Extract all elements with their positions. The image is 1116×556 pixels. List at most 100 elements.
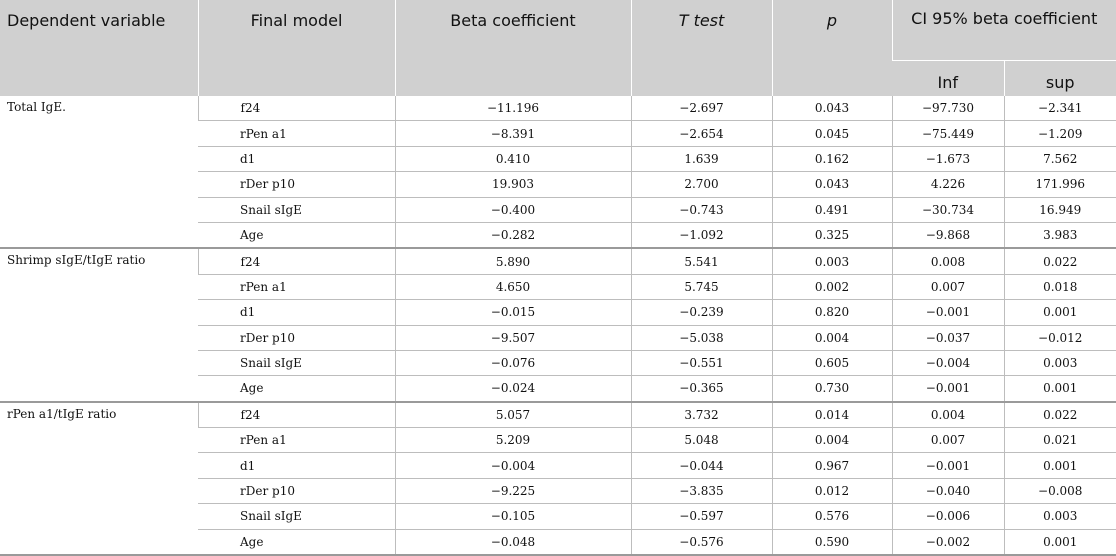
table-row: d1 −0.015 −0.239 0.820 −0.001 0.001 <box>0 299 1116 326</box>
cell-t-test: 1.639 <box>630 146 772 173</box>
cell-p: 0.003 <box>771 248 892 275</box>
cell-ci-inf: −9.868 <box>891 222 1004 250</box>
header-inf: Inf <box>892 59 1004 96</box>
table-row: Snail sIgE −0.105 −0.597 0.576 −0.006 0.003 <box>0 503 1116 530</box>
cell-beta: −0.048 <box>394 529 631 556</box>
cell-final-model: f24 <box>197 248 395 275</box>
cell-ci-inf: −1.673 <box>891 146 1004 173</box>
cell-p: 0.491 <box>771 197 892 223</box>
table-row: rDer p10 −9.507 −5.038 0.004 −0.037 −0.012 <box>0 325 1116 351</box>
cell-ci-inf: 0.008 <box>891 248 1004 275</box>
table-row: rPen a1 −8.391 −2.654 0.045 −75.449 −1.209 <box>0 120 1116 147</box>
cell-beta: 0.410 <box>394 146 631 173</box>
cell-final-model: Snail sIgE <box>198 197 395 223</box>
cell-final-model: f24 <box>197 96 395 122</box>
cell-ci-sup: 0.001 <box>1003 529 1116 556</box>
cell-ci-inf: −75.449 <box>891 120 1004 147</box>
header-t-test: T test <box>630 0 772 96</box>
cell-ci-inf: −0.037 <box>891 325 1004 351</box>
table-row: Total IgE. f24 −11.196 −2.697 0.043 −97.730 −2… <box>0 96 1116 250</box>
cell-t-test: −1.092 <box>630 222 772 250</box>
cell-t-test: −0.576 <box>630 529 772 556</box>
cell-beta: 19.903 <box>394 171 631 198</box>
cell-ci-inf: 0.007 <box>891 427 1004 454</box>
cell-final-model: f24 <box>197 401 395 429</box>
cell-p: 0.045 <box>771 120 892 147</box>
cell-ci-sup: 0.018 <box>1003 274 1116 301</box>
cell-beta: −0.076 <box>394 350 631 377</box>
cell-final-model: rDer p10 <box>198 325 395 351</box>
table-row: d1 0.410 1.639 0.162 −1.673 7.562 <box>0 146 1116 173</box>
cell-beta: −0.400 <box>394 197 631 223</box>
cell-ci-inf: −0.001 <box>891 299 1004 326</box>
cell-ci-sup: 0.003 <box>1003 350 1116 377</box>
cell-t-test: 5.541 <box>630 248 772 275</box>
cell-p: 0.967 <box>771 452 892 479</box>
cell-ci-sup: 0.001 <box>1003 452 1116 479</box>
cell-beta: 5.057 <box>394 401 631 429</box>
cell-ci-sup: 0.022 <box>1003 401 1116 429</box>
cell-p: 0.043 <box>771 96 892 122</box>
cell-t-test: −2.697 <box>630 96 772 122</box>
cell-beta: −0.024 <box>394 375 631 403</box>
table-row: d1 −0.004 −0.044 0.967 −0.001 0.001 <box>0 452 1116 479</box>
cell-beta: −9.507 <box>394 325 631 351</box>
table-row: Age −0.282 −1.092 0.325 −9.868 3.983 <box>0 222 1116 250</box>
cell-ci-sup: 7.562 <box>1003 146 1116 173</box>
cell-ci-inf: −0.001 <box>891 452 1004 479</box>
cell-ci-inf: −0.001 <box>891 375 1004 403</box>
cell-ci-inf: −0.002 <box>891 529 1004 556</box>
cell-t-test: 3.732 <box>630 401 772 429</box>
cell-p: 0.004 <box>771 427 892 454</box>
cell-t-test: 5.745 <box>630 274 772 301</box>
table-row: Snail sIgE −0.400 −0.743 0.491 −30.734 16.949 <box>0 197 1116 223</box>
cell-t-test: −5.038 <box>630 325 772 351</box>
cell-beta: −11.196 <box>394 96 631 122</box>
cell-ci-sup: −0.008 <box>1003 478 1116 505</box>
cell-ci-sup: 3.983 <box>1003 222 1116 250</box>
cell-t-test: −0.743 <box>630 197 772 223</box>
cell-ci-sup: 0.021 <box>1003 427 1116 454</box>
table-row: rDer p10 19.903 2.700 0.043 4.226 171.996 <box>0 171 1116 198</box>
cell-p: 0.014 <box>771 401 892 429</box>
cell-ci-sup: 0.003 <box>1003 503 1116 530</box>
cell-final-model: rPen a1 <box>198 120 395 147</box>
table-row: Snail sIgE −0.076 −0.551 0.605 −0.004 0.003 <box>0 350 1116 377</box>
cell-final-model: Snail sIgE <box>198 503 395 530</box>
table-row: rPen a1 4.650 5.745 0.002 0.007 0.018 <box>0 274 1116 301</box>
cell-ci-inf: −0.004 <box>891 350 1004 377</box>
cell-ci-sup: 171.996 <box>1003 171 1116 198</box>
cell-p: 0.325 <box>771 222 892 250</box>
cell-ci-sup: −1.209 <box>1003 120 1116 147</box>
cell-final-model: d1 <box>198 299 395 326</box>
cell-t-test: −2.654 <box>630 120 772 147</box>
cell-ci-inf: 4.226 <box>891 171 1004 198</box>
header-sup: sup <box>1003 59 1116 96</box>
cell-ci-sup: 0.001 <box>1003 299 1116 326</box>
cell-dependent-variable: Total IgE. <box>0 96 198 250</box>
cell-ci-inf: 0.007 <box>891 274 1004 301</box>
header-dependent-variable: Dependent variable <box>0 0 198 96</box>
cell-final-model: rDer p10 <box>198 478 395 505</box>
cell-p: 0.820 <box>771 299 892 326</box>
cell-final-model: Age <box>198 375 395 403</box>
table-row: rPen a1 5.209 5.048 0.004 0.007 0.021 <box>0 427 1116 454</box>
cell-p: 0.004 <box>771 325 892 351</box>
cell-final-model: rPen a1 <box>198 274 395 301</box>
cell-t-test: −0.239 <box>630 299 772 326</box>
table-row: rPen a1/tIgE ratio f24 5.057 3.732 0.014 0.00… <box>0 401 1116 556</box>
cell-ci-sup: 16.949 <box>1003 197 1116 223</box>
cell-p: 0.605 <box>771 350 892 377</box>
cell-ci-sup: 0.001 <box>1003 375 1116 403</box>
cell-final-model: rPen a1 <box>198 427 395 454</box>
cell-dependent-variable: Shrimp sIgE/tIgE ratio <box>0 248 198 403</box>
cell-ci-inf: −0.006 <box>891 503 1004 530</box>
cell-ci-sup: −2.341 <box>1003 96 1116 122</box>
cell-final-model: rDer p10 <box>198 171 395 198</box>
cell-p: 0.162 <box>771 146 892 173</box>
cell-t-test: 2.700 <box>630 171 772 198</box>
cell-beta: −8.391 <box>394 120 631 147</box>
cell-t-test: −0.597 <box>630 503 772 530</box>
cell-final-model: Age <box>198 222 395 250</box>
